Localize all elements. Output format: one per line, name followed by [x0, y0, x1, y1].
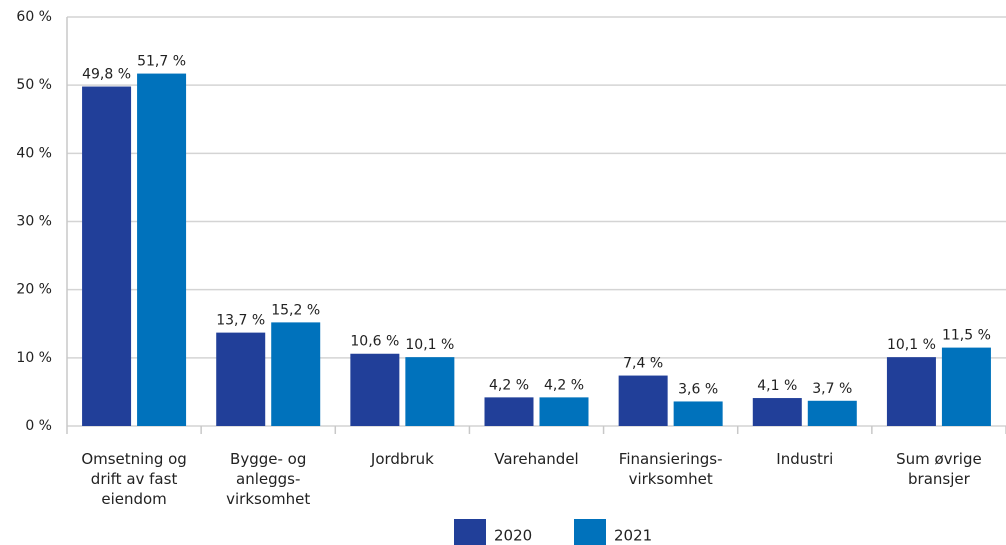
y-tick-label: 60 % — [16, 9, 52, 25]
y-tick-label: 40 % — [16, 145, 52, 161]
x-tick-label-line: Omsetning og — [81, 450, 187, 468]
x-tick-label-line: Industri — [776, 450, 833, 468]
x-tick-label-line: Bygge- og — [230, 450, 306, 468]
x-tick-label: Jordbruk — [370, 450, 434, 468]
value-label: 51,7 % — [137, 54, 186, 70]
bar — [137, 73, 187, 426]
x-tick-label: Varehandel — [494, 450, 578, 468]
x-tick-label-line: virksomhet — [629, 470, 713, 488]
x-tick-label: Omsetning og drift av fast eiendom — [81, 450, 187, 508]
x-tick-label-line: Jordbruk — [370, 450, 434, 468]
bar — [539, 397, 589, 426]
bar — [271, 322, 321, 426]
value-label: 4,2 % — [489, 377, 529, 393]
bar — [405, 357, 455, 426]
bar — [484, 397, 534, 426]
value-label: 49,8 % — [82, 67, 131, 83]
bar — [673, 401, 723, 426]
legend-label: 2021 — [614, 527, 652, 545]
legend-swatch — [454, 519, 486, 545]
x-tick-label: Industri — [776, 450, 833, 468]
y-tick-label: 0 % — [25, 418, 52, 434]
value-label: 4,1 % — [757, 378, 797, 394]
bar — [886, 357, 936, 426]
x-tick-label-line: Finansierings- — [619, 450, 723, 468]
bar — [941, 347, 991, 426]
bar — [350, 353, 400, 426]
bar — [618, 375, 668, 426]
value-label: 4,2 % — [544, 377, 584, 393]
x-tick-label-line: bransjer — [908, 470, 971, 488]
x-tick-label-line: eiendom — [101, 490, 166, 508]
x-tick-label: Sum øvrige bransjer — [896, 450, 982, 488]
x-tick-label-line: Varehandel — [494, 450, 578, 468]
x-tick-label-line: anleggs- — [236, 470, 300, 488]
value-label: 11,5 % — [942, 328, 991, 344]
legend-swatch — [574, 519, 606, 545]
x-tick-label-line: drift av fast — [91, 470, 178, 488]
y-tick-label: 50 % — [16, 77, 52, 93]
value-label: 3,7 % — [812, 381, 852, 397]
value-label: 10,1 % — [405, 337, 454, 353]
bar — [82, 86, 132, 426]
value-label: 3,6 % — [678, 381, 718, 397]
y-tick-label: 10 % — [16, 350, 52, 366]
y-tick-label: 30 % — [16, 214, 52, 230]
x-tick-label: Finansierings-virksomhet — [619, 450, 723, 488]
y-tick-label: 20 % — [16, 282, 52, 298]
x-tick-label-line: Sum øvrige — [896, 450, 982, 468]
bar — [807, 400, 857, 426]
value-label: 10,1 % — [887, 337, 936, 353]
bar — [752, 398, 802, 426]
value-label: 7,4 % — [623, 356, 663, 372]
bar — [216, 332, 266, 426]
value-label: 15,2 % — [271, 302, 320, 318]
x-tick-label-line: virksomhet — [226, 490, 310, 508]
x-tick-label: Bygge- og anleggs-virksomhet — [226, 450, 310, 508]
value-label: 13,7 % — [216, 313, 265, 329]
legend-label: 2020 — [494, 527, 532, 545]
value-label: 10,6 % — [350, 334, 399, 350]
